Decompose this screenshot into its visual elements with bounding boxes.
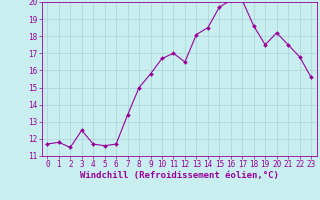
X-axis label: Windchill (Refroidissement éolien,°C): Windchill (Refroidissement éolien,°C) [80, 171, 279, 180]
